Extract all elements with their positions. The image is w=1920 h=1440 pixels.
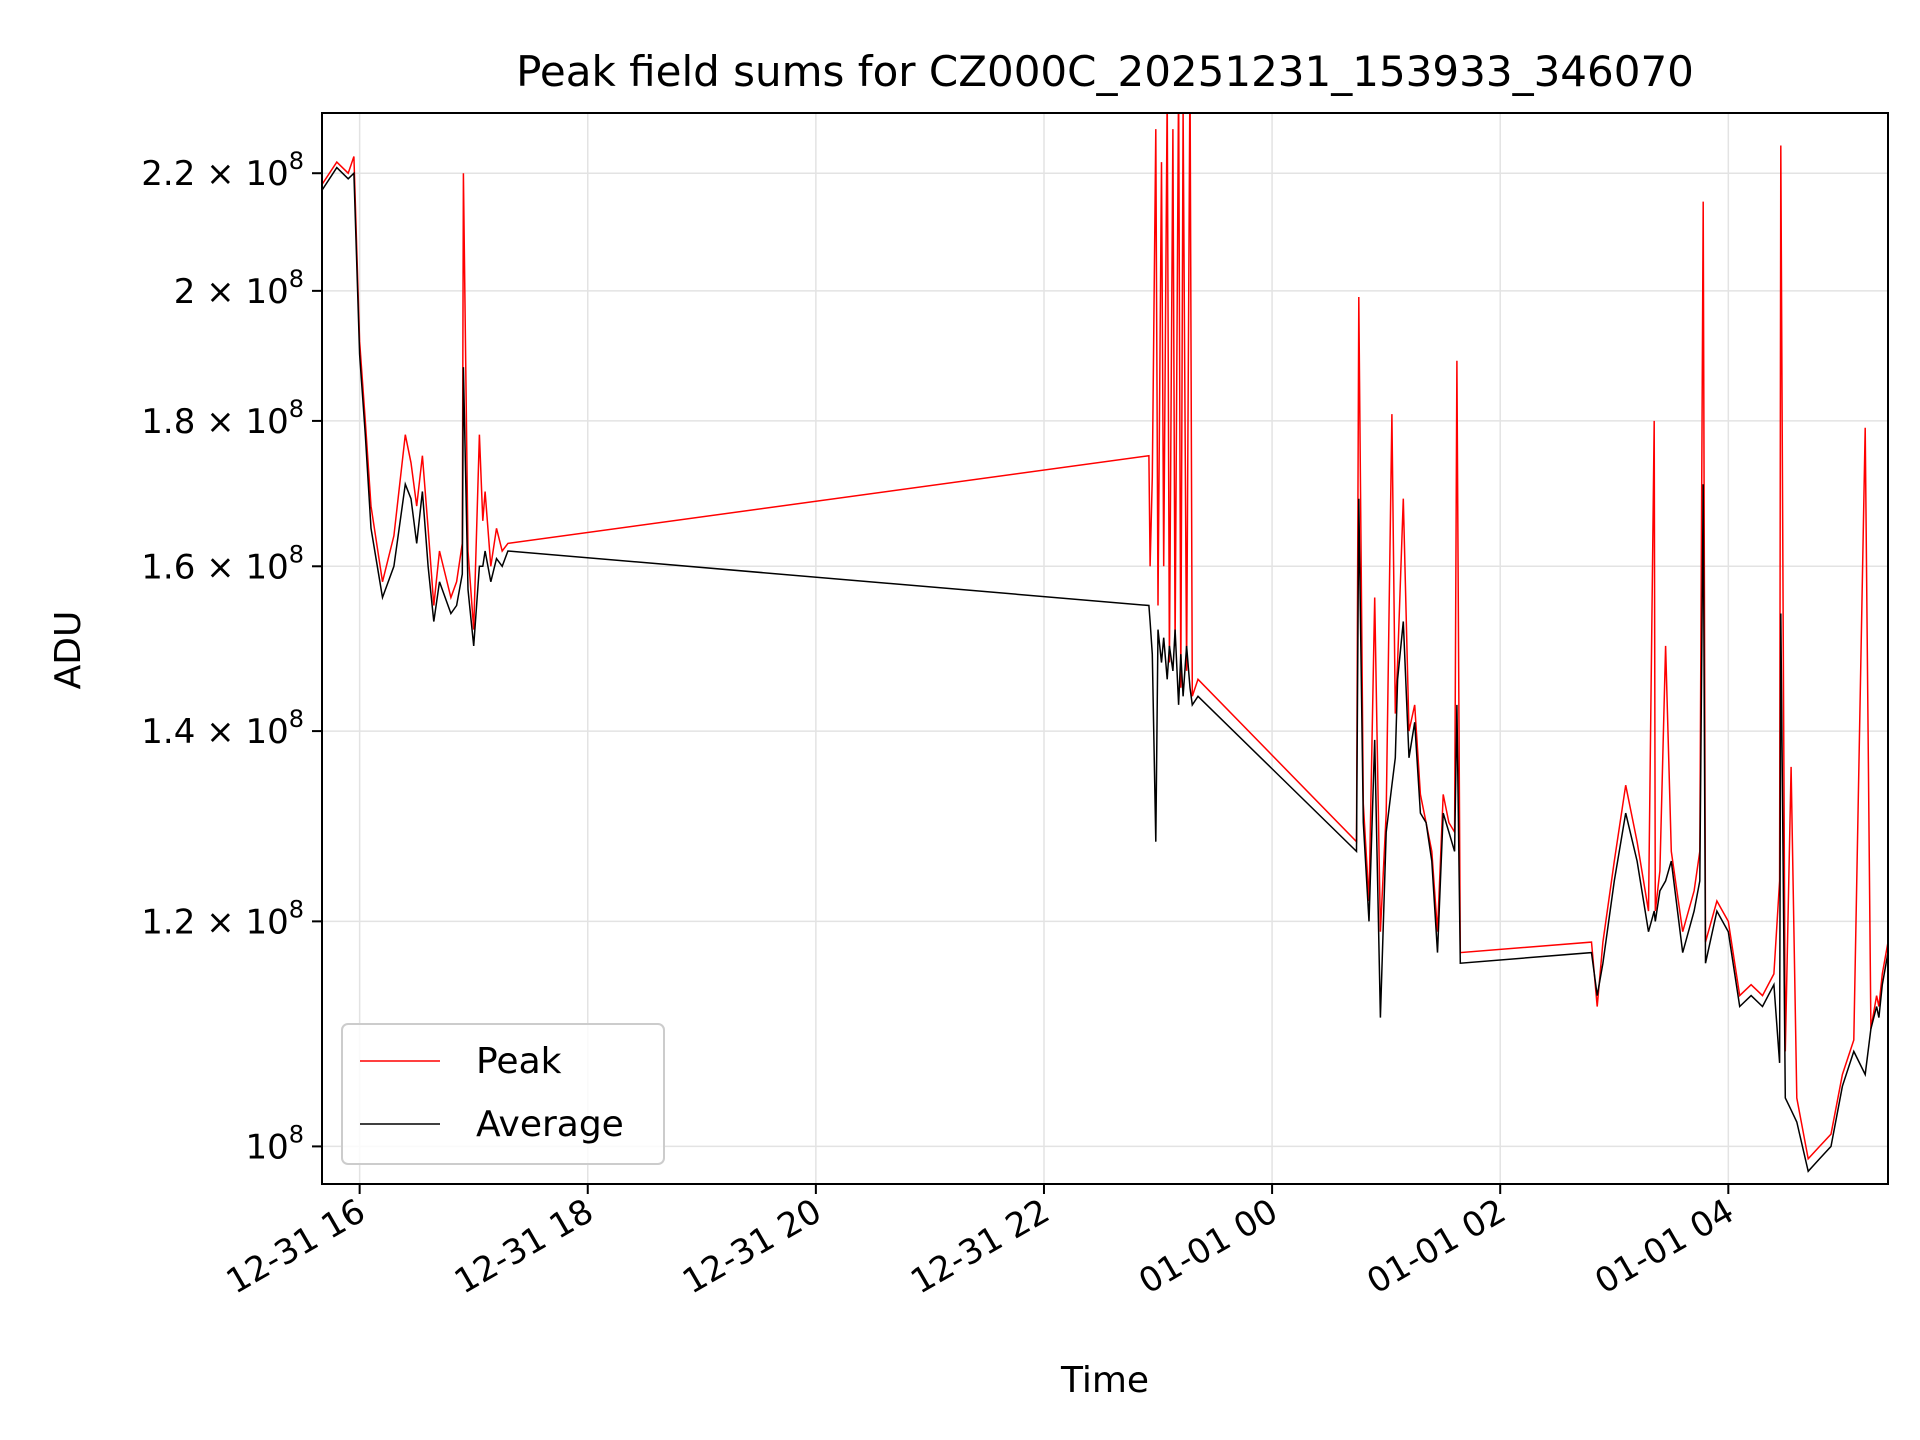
y-tick-label: 1.2 × 108 (141, 895, 304, 942)
y-tick-exponent: 8 (289, 395, 304, 423)
plot-frame (321, 112, 1889, 1185)
y-tick-exponent: 8 (289, 705, 304, 733)
y-tick-exponent: 8 (289, 265, 304, 293)
y-tick-label: 2.2 × 108 (141, 147, 304, 194)
y-tick-label: 108 (245, 1120, 304, 1167)
y-tick-label: 1.6 × 108 (141, 540, 304, 587)
y-tick-base: 10 (245, 1127, 288, 1167)
x-axis-label: Time (1060, 1360, 1149, 1401)
legend-average-label: Average (476, 1104, 624, 1145)
y-tick-exponent: 8 (289, 895, 304, 923)
y-tick-label: 2 × 108 (174, 265, 304, 312)
y-tick-label: 1.8 × 108 (141, 395, 304, 442)
legend-box (341, 1023, 665, 1165)
y-tick-base: 1.2 × 10 (141, 902, 288, 942)
y-tick-exponent: 8 (289, 540, 304, 568)
y-tick-exponent: 8 (289, 1120, 304, 1148)
y-tick-label: 1.4 × 108 (141, 705, 304, 752)
y-tick-base: 1.6 × 10 (141, 547, 288, 587)
y-tick-base: 1.4 × 10 (141, 712, 288, 752)
y-tick-exponent: 8 (289, 147, 304, 175)
series-line-average (322, 166, 1888, 1173)
chart-title: Peak field sums for CZ000C_20251231_1539… (516, 47, 1694, 96)
series-lines (322, 113, 1888, 1173)
legend: Peak Average (341, 1023, 665, 1165)
y-tick-base: 2 × 10 (174, 272, 289, 312)
series-line-peak (322, 113, 1888, 1161)
y-axis-label: ADU (48, 611, 89, 690)
y-tick-base: 1.8 × 10 (141, 402, 288, 442)
y-tick-base: 2.2 × 10 (141, 154, 288, 194)
legend-peak-label: Peak (476, 1041, 562, 1082)
